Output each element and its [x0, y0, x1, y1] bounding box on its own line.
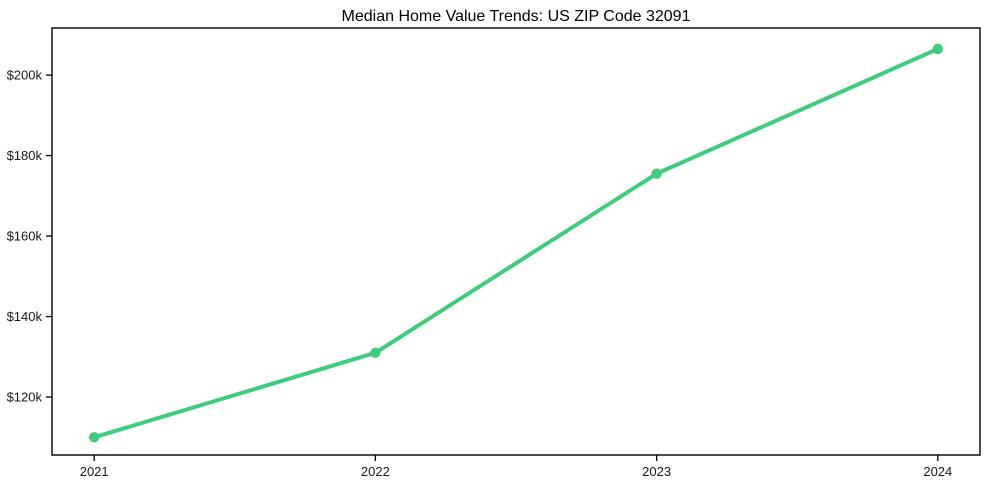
x-tick-label: 2022 [361, 464, 390, 479]
y-tick-label: $200k [7, 68, 43, 83]
chart-title: Median Home Value Trends: US ZIP Code 32… [342, 8, 691, 25]
y-tick-label: $160k [7, 229, 43, 244]
plot-area: $120k $140k $160k $180k $200k 2021 2022 2023 202… [7, 27, 981, 479]
y-tick-label: $180k [7, 148, 43, 163]
y-tick-label: $140k [7, 309, 43, 324]
data-point-marker [651, 168, 662, 179]
data-point-marker [932, 43, 944, 55]
data-line [92, 46, 940, 440]
plot-border [51, 27, 981, 456]
x-tick-label: 2023 [642, 464, 671, 479]
y-tick-label: $120k [7, 390, 43, 405]
x-tick-label: 2024 [923, 464, 952, 479]
x-tick-label: 2021 [80, 464, 109, 479]
data-point-marker [88, 432, 100, 443]
data-point-marker [370, 347, 381, 358]
